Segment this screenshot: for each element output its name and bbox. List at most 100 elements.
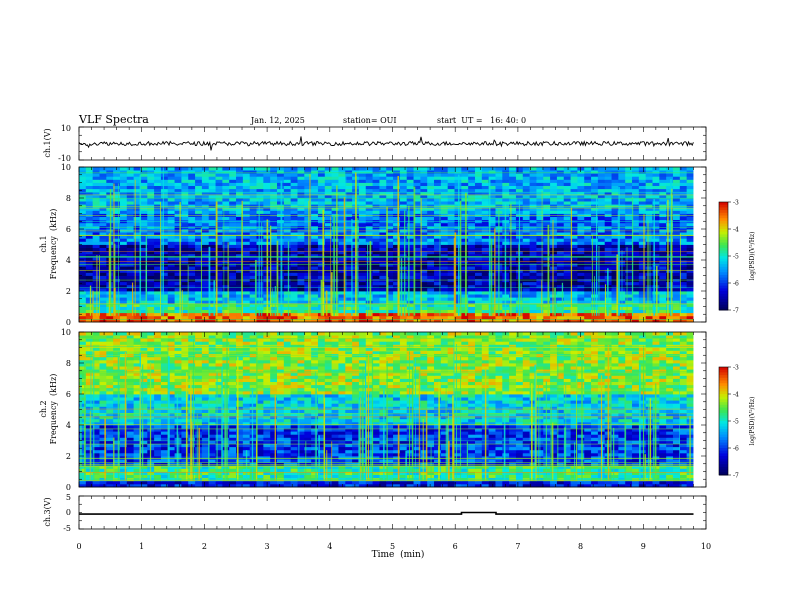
spectrogram-cell [659,281,667,286]
spectrogram-cell [201,213,210,217]
spectrogram-cell [297,185,305,190]
spectrogram-cell [85,483,94,488]
spectrogram-cell [584,238,592,242]
spectrogram-cell [474,167,483,171]
spectrogram-cell [113,253,121,258]
spectrogram-cell [99,201,107,205]
spectrogram-cell [543,185,551,190]
spectrogram-cell [167,303,175,307]
spectrogram-cell [147,232,155,236]
spectrogram-cell [461,241,469,245]
spectrogram-cell [393,250,401,255]
spectrogram-cell [85,303,94,307]
spectrogram-cell [256,201,264,205]
spectrogram-cell [229,291,237,295]
spectrogram-cell [119,216,128,221]
spectrogram-cell [468,244,476,248]
spectrogram-cell [85,232,94,236]
spectrogram-cell [290,250,298,255]
spectrogram-cell [461,207,469,211]
spectrogram-cell [488,188,496,193]
spectrogram-cell [283,198,292,202]
spectrogram-cell [379,318,387,323]
date-label: Jan. 12, 2025 [250,116,305,125]
spectrogram-cell [591,216,599,221]
spectrogram-cell [147,207,155,211]
spectrogram-cell [154,188,162,193]
spectrogram-cell [666,238,674,242]
spectrogram-cell [474,235,483,239]
spectrogram-cell [304,188,312,193]
spectrogram-cell [379,275,387,279]
spectrogram-cell [324,201,333,205]
spectrogram-cell [611,294,619,298]
spectrogram-cell [406,185,414,190]
spectrogram-cell [119,284,128,289]
spectrogram-cell [79,284,87,289]
spectrogram-cell [181,173,189,177]
spectrogram-cell [338,253,346,258]
spectrogram-cell [509,173,517,177]
spectrogram-cell [249,300,257,304]
spectrogram-cell [379,176,387,180]
spectrogram-cell [167,222,175,227]
spectrogram-cell [413,300,421,304]
spectrogram-cell [208,201,216,205]
spectrogram-cell [584,216,592,221]
spectrogram-cell [563,204,571,208]
spectrogram-cell [119,266,128,270]
spectrogram-cell [632,318,640,323]
spectrogram-cell [222,244,230,248]
spectrogram-cell [331,207,339,211]
spectrogram-cell [222,272,230,276]
spectrogram-cell [249,241,257,245]
spectrogram-cell [324,284,333,289]
spectrogram-cell [236,281,244,286]
spectrogram-cell [632,238,640,242]
spectrogram-cell [536,188,544,193]
spectrogram-cell [126,210,135,214]
spectrogram-cell [140,318,148,323]
spectrogram-cell [167,309,175,314]
spectrogram-cell [92,291,100,295]
spectrogram-cell [666,194,674,199]
spectrogram-cell [659,222,667,227]
spectrogram-cell [290,216,298,221]
spectrogram-cell [434,256,442,261]
spectrogram-cell [488,198,496,202]
spectrogram-cell [468,194,476,199]
spectrogram-cell [577,179,585,183]
spectrogram-cell [550,179,558,183]
spectrogram-cell [283,201,292,205]
spectrogram-cell [119,318,128,323]
spectrogram-cell [249,176,257,180]
spectrogram-cell [229,188,237,193]
spectrogram-cell [413,269,421,273]
spectrogram-cell [625,315,633,320]
spectrogram-cell [413,216,421,221]
colorbar-tick-label: -4 [733,227,739,234]
spectrogram-cell [79,179,87,183]
spectrogram-cell [338,238,346,242]
spectrogram-cell [638,238,647,242]
spectrogram-cell [222,281,230,286]
spectrogram-cell [331,198,339,202]
spectrogram-cell [174,253,182,258]
spectrogram-cell [474,294,483,298]
spectrogram-cell [283,173,292,177]
spectrogram-cell [386,309,394,314]
spectrogram-cell [461,306,469,310]
spectrogram-cell [679,281,688,286]
spectrogram-cell [399,207,408,211]
spectrogram-cell [222,238,230,242]
spectrogram-cell [406,238,414,242]
spectrogram-cell [420,287,428,292]
spectrogram-cell [126,256,135,261]
spectrogram-cell [304,312,312,317]
colorbar-segment [719,296,728,300]
spectrogram-cell [604,204,612,208]
spectrogram-cell [201,294,210,298]
spectrogram-cell [474,275,483,279]
spectrogram-cell [358,306,367,310]
